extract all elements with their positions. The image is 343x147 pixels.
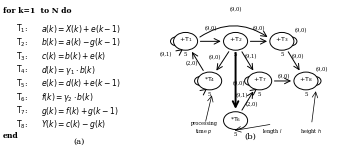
- Circle shape: [224, 32, 248, 50]
- Circle shape: [198, 72, 222, 90]
- Text: (9,0): (9,0): [291, 54, 304, 59]
- Text: $+\mathrm{T}_{7}$: $+\mathrm{T}_{7}$: [253, 75, 267, 84]
- Text: (9,0): (9,0): [316, 67, 328, 73]
- Circle shape: [248, 72, 272, 90]
- Text: $g(k) = f(k)+g(k-1)$: $g(k) = f(k)+g(k-1)$: [41, 105, 119, 118]
- Text: 5: 5: [258, 92, 261, 97]
- Text: 5: 5: [184, 52, 187, 57]
- Text: (9,0): (9,0): [209, 55, 222, 60]
- Text: (b): (b): [245, 132, 256, 140]
- Text: $+\mathrm{T}_{1}$: $+\mathrm{T}_{1}$: [179, 36, 192, 44]
- Text: 5: 5: [280, 52, 284, 57]
- Text: (9,0): (9,0): [233, 81, 246, 86]
- Text: (9,1): (9,1): [236, 93, 248, 98]
- Circle shape: [224, 112, 248, 130]
- Circle shape: [270, 32, 294, 50]
- Text: $+\mathrm{T}_{3}$: $+\mathrm{T}_{3}$: [275, 36, 288, 44]
- Text: $b(k) = a(k)-g(k-1)$: $b(k) = a(k)-g(k-1)$: [41, 36, 121, 49]
- Text: $\mathrm{T_3}$:: $\mathrm{T_3}$:: [16, 50, 28, 63]
- Text: for k=1  to N do: for k=1 to N do: [3, 7, 72, 15]
- Text: $d(k) = \gamma_1 \cdot b(k)$: $d(k) = \gamma_1 \cdot b(k)$: [41, 64, 96, 77]
- Text: (a): (a): [73, 138, 85, 146]
- Text: $f(k) = \gamma_2 \cdot b(k)$: $f(k) = \gamma_2 \cdot b(k)$: [41, 91, 94, 104]
- Text: $\mathrm{T_4}$:: $\mathrm{T_4}$:: [16, 64, 28, 76]
- Text: (9,0): (9,0): [252, 26, 265, 32]
- Text: $*\mathrm{T}_{4}$: $*\mathrm{T}_{4}$: [204, 75, 215, 84]
- Text: (9,1): (9,1): [245, 54, 258, 59]
- Text: length $l$: length $l$: [262, 127, 283, 136]
- Text: height $h$: height $h$: [300, 127, 322, 136]
- Text: 5: 5: [234, 52, 237, 57]
- Text: $\mathrm{T_5}$:: $\mathrm{T_5}$:: [16, 77, 28, 90]
- Text: 5: 5: [234, 132, 237, 137]
- Text: $c(k) = b(k)+e(k)$: $c(k) = b(k)+e(k)$: [41, 50, 106, 62]
- Text: $\mathrm{T_6}$:: $\mathrm{T_6}$:: [16, 91, 28, 104]
- Text: (2,0): (2,0): [246, 102, 259, 107]
- Text: $e(k) = d(k)+e(k-1)$: $e(k) = d(k)+e(k-1)$: [41, 77, 121, 90]
- Text: $\mathrm{T_2}$:: $\mathrm{T_2}$:: [16, 36, 28, 49]
- Text: $Y(k) = c(k)-g(k)$: $Y(k) = c(k)-g(k)$: [41, 118, 106, 131]
- Circle shape: [294, 72, 318, 90]
- Text: (9,0): (9,0): [295, 28, 308, 33]
- Text: (2,0): (2,0): [186, 61, 198, 66]
- Text: $a(k) = X(k)+e(k-1)$: $a(k) = X(k)+e(k-1)$: [41, 23, 121, 35]
- Text: end: end: [3, 132, 19, 140]
- Text: (9,0): (9,0): [204, 26, 217, 32]
- Text: (9,0): (9,0): [229, 7, 242, 12]
- Text: $\mathrm{T_1}$:: $\mathrm{T_1}$:: [16, 23, 28, 35]
- Circle shape: [174, 32, 198, 50]
- Text: $*\mathrm{T}_{6}$: $*\mathrm{T}_{6}$: [230, 115, 241, 124]
- Text: (9,1): (9,1): [160, 52, 173, 57]
- Text: 5: 5: [304, 92, 308, 97]
- Text: $+\mathrm{T}_{8}$: $+\mathrm{T}_{8}$: [299, 75, 313, 84]
- Text: $\mathrm{T_7}$:: $\mathrm{T_7}$:: [16, 105, 28, 117]
- Text: $\mathrm{T_8}$:: $\mathrm{T_8}$:: [16, 118, 28, 131]
- Text: processing
time $p$: processing time $p$: [191, 121, 217, 136]
- Text: 5: 5: [208, 92, 211, 97]
- Text: (9,0): (9,0): [277, 74, 290, 79]
- Text: $+\mathrm{T}_{2}$: $+\mathrm{T}_{2}$: [229, 36, 242, 44]
